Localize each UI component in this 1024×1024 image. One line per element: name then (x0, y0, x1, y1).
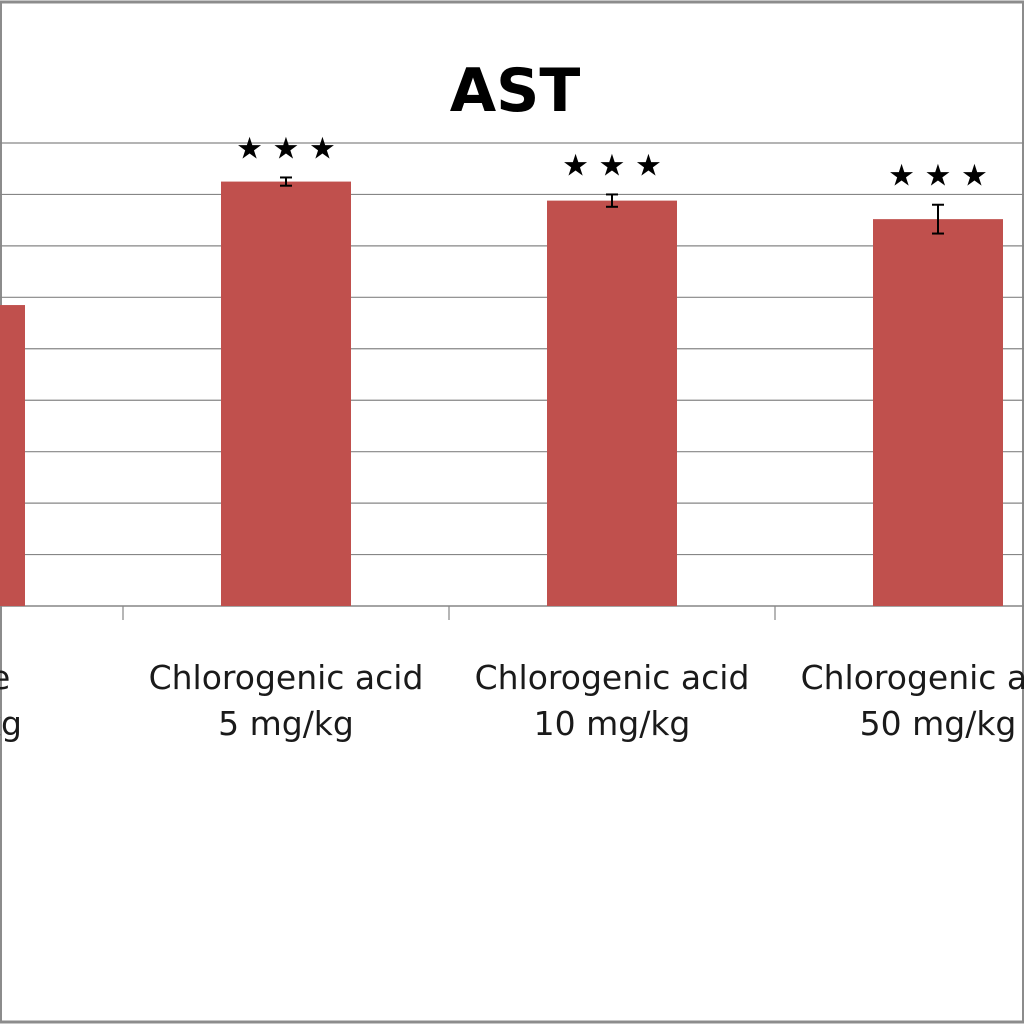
chart-title: AST (450, 56, 581, 126)
significance-label: ★ ★ ★ (562, 148, 662, 183)
x-tick-label: 50 mg/kg (860, 704, 1017, 743)
x-tick-label: Chlorogenic acid (149, 658, 424, 697)
x-tick-label: 10 mg/kg (534, 704, 691, 743)
x-tick-label: 1 ml/kg (0, 704, 22, 743)
bar (0, 305, 25, 606)
bar (221, 181, 351, 607)
x-tick-label: Chlorogenic acid (801, 658, 1024, 697)
plot-area: Saline 1 ml/kg ★ ★ ★ Chlorogenic acid 5 mg/k… (0, 131, 1024, 743)
x-tick-label: 5 mg/kg (218, 704, 354, 743)
x-tick-label: Chlorogenic acid (475, 658, 750, 697)
bar (547, 200, 677, 606)
bar (873, 219, 1003, 607)
significance-label: ★ ★ ★ (236, 131, 336, 166)
significance-label: ★ ★ ★ (888, 159, 988, 194)
x-tick-label: Saline (0, 658, 10, 697)
